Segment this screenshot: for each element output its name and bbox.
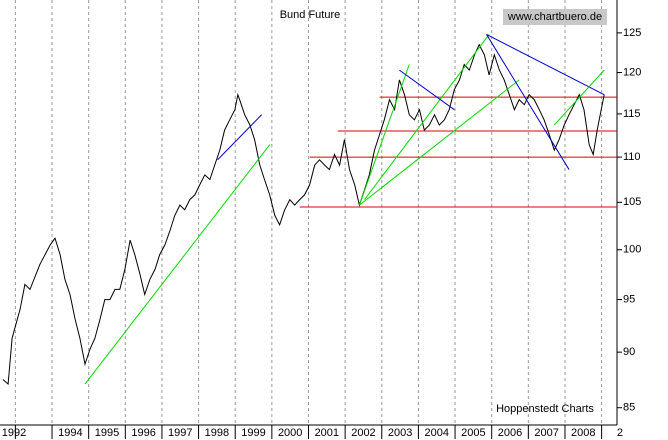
y-tick-label: 85: [623, 402, 635, 414]
y-tick-label: 125: [623, 27, 641, 39]
trend-line: [217, 114, 262, 161]
y-tick-label: 90: [623, 346, 635, 358]
x-tick-label: 2: [617, 427, 623, 439]
x-tick-label: 1997: [168, 427, 192, 439]
x-tick-label: 2007: [534, 427, 558, 439]
watermark-box: [503, 9, 607, 25]
y-tick-label: 100: [623, 244, 641, 256]
trend-line: [399, 69, 455, 111]
y-tick-label: 95: [623, 294, 635, 306]
trend-line: [364, 34, 490, 200]
price-line: [2, 43, 605, 386]
x-tick-label: 2008: [571, 427, 595, 439]
y-tick-label: 105: [623, 196, 641, 208]
trend-line: [359, 79, 520, 206]
trend-line: [486, 34, 570, 170]
trend-line: [553, 69, 605, 126]
y-tick-label: 120: [623, 66, 641, 78]
x-tick-label: 1995: [95, 427, 119, 439]
y-tick-label: 115: [623, 108, 641, 120]
y-tick-label: 110: [623, 151, 641, 163]
x-tick-label: 2005: [461, 427, 485, 439]
chart-title: Bund Future: [280, 9, 341, 21]
source: Hoppenstedt Charts: [496, 403, 594, 415]
x-tick-label: 1992: [2, 427, 26, 439]
watermark: www.chartbuero.de: [507, 11, 602, 23]
x-tick-label: 1994: [58, 427, 82, 439]
x-tick-label: 1999: [241, 427, 265, 439]
x-tick-label: 2004: [424, 427, 448, 439]
x-tick-label: 2000: [278, 427, 302, 439]
x-tick-label: 2001: [315, 427, 339, 439]
trend-line: [486, 33, 605, 96]
trend-line: [358, 64, 410, 206]
x-tick-label: 2006: [498, 427, 522, 439]
x-tick-label: 1998: [205, 427, 229, 439]
trend-line: [84, 144, 271, 385]
x-tick-label: 2002: [351, 427, 375, 439]
x-tick-label: 1996: [131, 427, 155, 439]
x-tick-label: 2003: [388, 427, 412, 439]
